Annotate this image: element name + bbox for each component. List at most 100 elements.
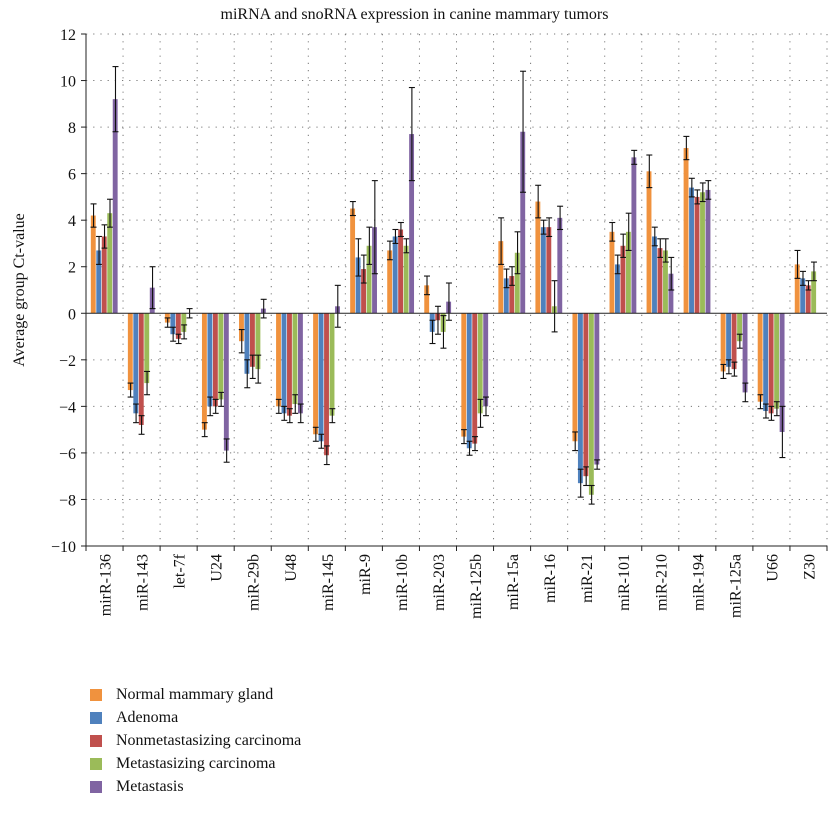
bar xyxy=(201,313,207,430)
bar xyxy=(535,201,541,314)
x-tick-label: miR-15a xyxy=(505,554,522,610)
chart-legend: Normal mammary gland Adenoma Nonmetastasiz… xyxy=(90,683,301,798)
bar xyxy=(90,215,96,314)
x-tick-label: miR-125b xyxy=(468,554,485,619)
chart-title: miRNA and snoRNA expression in canine ma… xyxy=(220,6,609,23)
legend-swatch xyxy=(90,780,102,793)
legend-label: Metastasis xyxy=(116,777,184,795)
x-tick-label: miR-125a xyxy=(727,554,744,618)
bar xyxy=(514,252,520,314)
bar xyxy=(689,187,694,314)
bar xyxy=(498,241,504,314)
y-tick-label: −8 xyxy=(59,492,76,509)
y-tick-label: 10 xyxy=(60,74,76,91)
bar xyxy=(503,278,509,314)
x-tick-label: miR-16 xyxy=(542,554,559,603)
bar xyxy=(298,313,303,414)
bar xyxy=(144,313,150,384)
x-tick-label: miR-145 xyxy=(320,554,337,611)
legend-swatch xyxy=(90,688,102,701)
bar xyxy=(646,171,652,314)
bar xyxy=(663,250,668,314)
bar xyxy=(731,313,737,370)
bar xyxy=(287,313,292,416)
bar xyxy=(477,313,483,414)
bar xyxy=(763,313,769,412)
bar xyxy=(720,313,726,372)
bar xyxy=(652,236,657,314)
x-tick-label: miR-143 xyxy=(135,554,152,611)
bar xyxy=(774,313,780,409)
bar xyxy=(403,245,409,314)
bar xyxy=(705,189,711,314)
bar xyxy=(694,196,700,314)
bar xyxy=(811,271,817,314)
legend-label: Nonmetastasizing carcinoma xyxy=(116,731,302,749)
bar xyxy=(218,313,224,400)
bar xyxy=(409,134,415,314)
x-tick-label: U66 xyxy=(764,554,781,582)
x-tick-label: miR-203 xyxy=(431,554,448,611)
bar xyxy=(313,313,318,435)
bar xyxy=(631,157,637,314)
bar xyxy=(350,208,356,314)
legend-label: Adenoma xyxy=(116,708,179,726)
y-axis-label: Average group Ct-value xyxy=(11,213,28,366)
bar xyxy=(112,99,118,314)
y-tick-label: 4 xyxy=(68,213,76,230)
y-tick-label: 0 xyxy=(68,306,76,323)
bar xyxy=(366,245,372,314)
bar-chart: −10 −8 −6 −4 −2 0 2 4 6 8 10 12 mirR-136 miR-143 let-7… xyxy=(11,27,828,619)
bar xyxy=(107,213,113,314)
bar xyxy=(657,248,663,314)
bar xyxy=(239,313,244,342)
x-tick-label: miR-9 xyxy=(357,554,374,595)
bar xyxy=(572,313,578,442)
bar xyxy=(800,278,806,314)
bar xyxy=(355,257,361,314)
bar xyxy=(615,264,620,314)
bar xyxy=(779,313,785,432)
legend-item: Metastasis xyxy=(90,775,301,798)
bar xyxy=(101,236,107,314)
bar xyxy=(324,313,329,456)
bar xyxy=(398,229,404,314)
bar xyxy=(742,313,748,393)
bar xyxy=(557,217,563,314)
legend-swatch xyxy=(90,711,102,724)
y-tick-label: 8 xyxy=(68,120,76,137)
bar xyxy=(276,313,281,407)
bar xyxy=(133,313,139,414)
legend-item: Normal mammary gland xyxy=(90,683,301,706)
y-tick-label: 12 xyxy=(60,27,76,44)
bar xyxy=(392,236,398,314)
bar xyxy=(281,313,287,414)
bar xyxy=(609,231,615,314)
bar xyxy=(625,231,631,314)
bar xyxy=(361,269,367,314)
x-tick-label: U48 xyxy=(283,554,300,582)
bar xyxy=(329,313,335,416)
bar xyxy=(424,285,430,314)
x-tick-label: miR-29b xyxy=(246,554,263,611)
bar xyxy=(757,313,763,402)
legend-swatch xyxy=(90,757,102,770)
bar xyxy=(668,273,674,314)
bar xyxy=(472,313,478,444)
bar xyxy=(461,313,467,437)
bar xyxy=(546,227,552,314)
bar xyxy=(805,285,811,314)
bar xyxy=(175,313,181,339)
bar xyxy=(683,148,689,314)
bar xyxy=(540,227,546,314)
bar xyxy=(794,264,800,314)
x-tick-label: miR-194 xyxy=(690,554,707,611)
bar xyxy=(96,250,102,314)
bar xyxy=(249,313,255,367)
bar xyxy=(244,313,250,374)
bar xyxy=(520,131,526,314)
legend-label: Metastasizing carcinoma xyxy=(116,754,276,772)
bar xyxy=(138,313,144,425)
bar xyxy=(181,313,187,332)
legend-item: Metastasizing carcinoma xyxy=(90,752,301,775)
